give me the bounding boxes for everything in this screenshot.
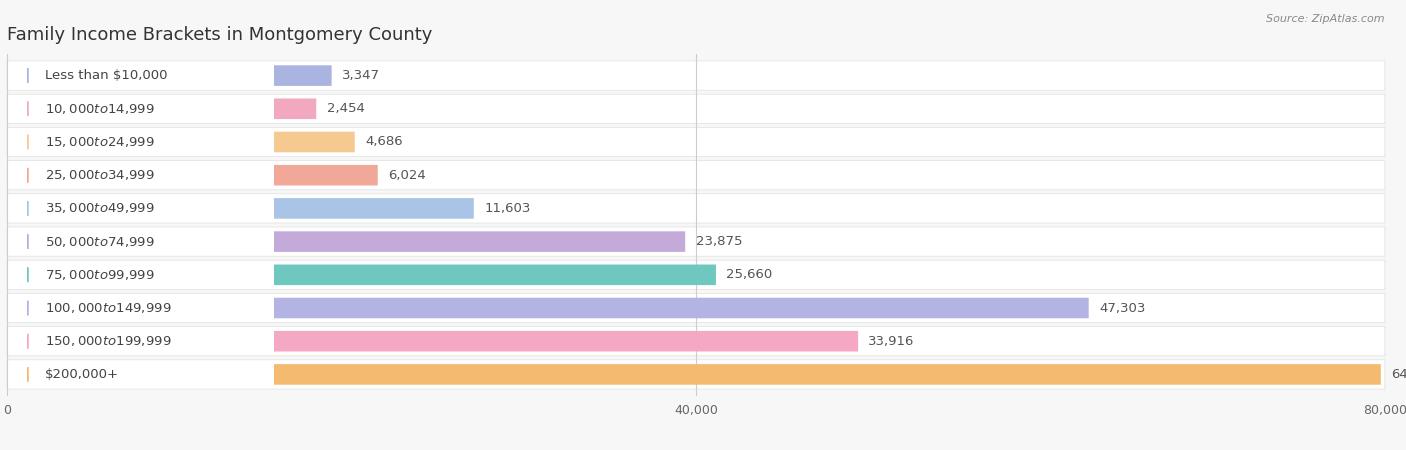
- FancyBboxPatch shape: [7, 227, 1385, 256]
- FancyBboxPatch shape: [7, 161, 1385, 190]
- FancyBboxPatch shape: [14, 166, 267, 184]
- FancyBboxPatch shape: [14, 233, 267, 251]
- Text: 4,686: 4,686: [366, 135, 402, 148]
- FancyBboxPatch shape: [274, 99, 316, 119]
- FancyBboxPatch shape: [274, 132, 354, 152]
- FancyBboxPatch shape: [7, 194, 1385, 223]
- Text: $25,000 to $34,999: $25,000 to $34,999: [45, 168, 155, 182]
- Text: $100,000 to $149,999: $100,000 to $149,999: [45, 301, 172, 315]
- Text: Less than $10,000: Less than $10,000: [45, 69, 167, 82]
- FancyBboxPatch shape: [14, 365, 267, 383]
- FancyBboxPatch shape: [14, 67, 267, 85]
- FancyBboxPatch shape: [274, 298, 1088, 318]
- FancyBboxPatch shape: [7, 127, 1385, 157]
- FancyBboxPatch shape: [274, 265, 716, 285]
- Text: 33,916: 33,916: [869, 335, 915, 348]
- Text: Source: ZipAtlas.com: Source: ZipAtlas.com: [1267, 14, 1385, 23]
- FancyBboxPatch shape: [14, 100, 267, 118]
- Text: 64,261: 64,261: [1391, 368, 1406, 381]
- Text: 6,024: 6,024: [388, 169, 426, 182]
- FancyBboxPatch shape: [7, 94, 1385, 123]
- FancyBboxPatch shape: [14, 299, 267, 317]
- FancyBboxPatch shape: [7, 260, 1385, 289]
- Text: 11,603: 11,603: [484, 202, 530, 215]
- FancyBboxPatch shape: [7, 61, 1385, 90]
- Text: $15,000 to $24,999: $15,000 to $24,999: [45, 135, 155, 149]
- FancyBboxPatch shape: [274, 364, 1381, 385]
- Text: $150,000 to $199,999: $150,000 to $199,999: [45, 334, 172, 348]
- FancyBboxPatch shape: [274, 331, 858, 351]
- Text: Family Income Brackets in Montgomery County: Family Income Brackets in Montgomery Cou…: [7, 26, 433, 44]
- FancyBboxPatch shape: [7, 293, 1385, 323]
- Text: 3,347: 3,347: [342, 69, 380, 82]
- Text: $10,000 to $14,999: $10,000 to $14,999: [45, 102, 155, 116]
- FancyBboxPatch shape: [274, 231, 685, 252]
- FancyBboxPatch shape: [14, 332, 267, 350]
- Text: $200,000+: $200,000+: [45, 368, 120, 381]
- Text: 25,660: 25,660: [727, 268, 772, 281]
- FancyBboxPatch shape: [274, 198, 474, 219]
- Text: $50,000 to $74,999: $50,000 to $74,999: [45, 234, 155, 248]
- Text: 23,875: 23,875: [696, 235, 742, 248]
- Text: 47,303: 47,303: [1099, 302, 1146, 315]
- Text: $35,000 to $49,999: $35,000 to $49,999: [45, 202, 155, 216]
- FancyBboxPatch shape: [274, 65, 332, 86]
- FancyBboxPatch shape: [14, 199, 267, 217]
- FancyBboxPatch shape: [14, 133, 267, 151]
- Text: $75,000 to $99,999: $75,000 to $99,999: [45, 268, 155, 282]
- FancyBboxPatch shape: [7, 327, 1385, 356]
- FancyBboxPatch shape: [7, 360, 1385, 389]
- FancyBboxPatch shape: [14, 266, 267, 284]
- FancyBboxPatch shape: [274, 165, 378, 185]
- Text: 2,454: 2,454: [326, 102, 364, 115]
